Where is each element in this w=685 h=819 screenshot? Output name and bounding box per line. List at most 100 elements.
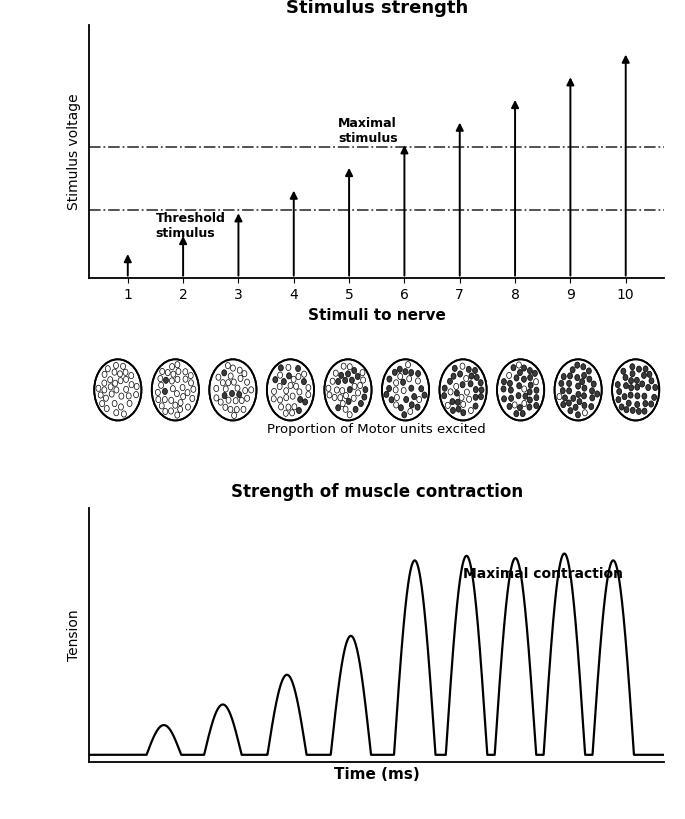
Circle shape bbox=[582, 373, 586, 378]
Circle shape bbox=[527, 404, 532, 410]
Circle shape bbox=[301, 378, 306, 385]
Circle shape bbox=[233, 398, 238, 404]
Circle shape bbox=[516, 392, 521, 399]
Circle shape bbox=[105, 365, 110, 372]
Circle shape bbox=[623, 382, 628, 389]
Circle shape bbox=[303, 399, 308, 405]
Circle shape bbox=[445, 402, 450, 409]
Circle shape bbox=[214, 386, 219, 391]
Circle shape bbox=[615, 382, 620, 387]
Circle shape bbox=[230, 365, 236, 371]
Circle shape bbox=[175, 412, 179, 419]
Circle shape bbox=[389, 396, 394, 403]
Circle shape bbox=[501, 378, 506, 385]
Circle shape bbox=[649, 378, 654, 384]
Title: Strength of muscle contraction: Strength of muscle contraction bbox=[231, 482, 523, 500]
Circle shape bbox=[393, 369, 397, 375]
Circle shape bbox=[447, 378, 452, 384]
Circle shape bbox=[284, 410, 288, 416]
Circle shape bbox=[119, 393, 124, 399]
Circle shape bbox=[642, 393, 647, 400]
Circle shape bbox=[566, 387, 571, 394]
Circle shape bbox=[409, 385, 414, 391]
Circle shape bbox=[127, 400, 132, 406]
Circle shape bbox=[178, 400, 183, 405]
Circle shape bbox=[527, 389, 532, 395]
Circle shape bbox=[155, 389, 160, 396]
Circle shape bbox=[589, 404, 594, 410]
Circle shape bbox=[98, 392, 103, 398]
Circle shape bbox=[121, 363, 125, 369]
Circle shape bbox=[422, 392, 427, 398]
Circle shape bbox=[109, 391, 114, 397]
Circle shape bbox=[643, 366, 648, 372]
Circle shape bbox=[353, 406, 358, 413]
Circle shape bbox=[226, 380, 231, 386]
Circle shape bbox=[223, 405, 228, 410]
Circle shape bbox=[160, 369, 164, 374]
Circle shape bbox=[501, 396, 507, 402]
Circle shape bbox=[237, 391, 242, 398]
Circle shape bbox=[228, 406, 233, 413]
Circle shape bbox=[582, 402, 587, 409]
Circle shape bbox=[460, 382, 465, 388]
Circle shape bbox=[173, 402, 177, 408]
Circle shape bbox=[234, 406, 239, 413]
Circle shape bbox=[635, 384, 640, 390]
Circle shape bbox=[158, 375, 163, 382]
Circle shape bbox=[286, 404, 291, 410]
Circle shape bbox=[406, 362, 410, 368]
Circle shape bbox=[277, 372, 283, 378]
Circle shape bbox=[624, 406, 629, 413]
Circle shape bbox=[454, 390, 460, 396]
Circle shape bbox=[103, 395, 108, 401]
Circle shape bbox=[514, 375, 519, 381]
Circle shape bbox=[164, 378, 169, 383]
Circle shape bbox=[351, 396, 356, 401]
Circle shape bbox=[647, 371, 652, 378]
Circle shape bbox=[237, 367, 242, 373]
Circle shape bbox=[336, 405, 340, 411]
Circle shape bbox=[473, 387, 478, 392]
Circle shape bbox=[296, 373, 301, 379]
Circle shape bbox=[401, 387, 406, 394]
Circle shape bbox=[356, 373, 360, 379]
Circle shape bbox=[162, 396, 167, 403]
Circle shape bbox=[580, 378, 584, 385]
Circle shape bbox=[582, 393, 586, 399]
Circle shape bbox=[358, 382, 362, 389]
X-axis label: Stimuli to nerve: Stimuli to nerve bbox=[308, 308, 446, 323]
Circle shape bbox=[175, 376, 180, 382]
Circle shape bbox=[245, 396, 249, 401]
Circle shape bbox=[561, 401, 566, 408]
Circle shape bbox=[297, 389, 302, 395]
Circle shape bbox=[169, 397, 174, 404]
Ellipse shape bbox=[325, 360, 371, 420]
Circle shape bbox=[277, 397, 282, 403]
Circle shape bbox=[345, 371, 351, 377]
Text: Proportion of Motor units excited: Proportion of Motor units excited bbox=[267, 423, 486, 436]
Circle shape bbox=[112, 369, 117, 375]
Circle shape bbox=[636, 366, 641, 372]
Circle shape bbox=[271, 396, 276, 402]
Circle shape bbox=[629, 378, 634, 384]
Circle shape bbox=[459, 394, 464, 400]
Circle shape bbox=[249, 387, 253, 393]
Circle shape bbox=[403, 396, 409, 403]
Circle shape bbox=[180, 384, 185, 391]
Circle shape bbox=[171, 386, 175, 391]
Circle shape bbox=[175, 391, 179, 396]
Circle shape bbox=[288, 382, 293, 388]
Circle shape bbox=[460, 363, 465, 369]
Circle shape bbox=[188, 380, 194, 386]
Circle shape bbox=[282, 378, 286, 385]
Circle shape bbox=[635, 401, 640, 408]
Circle shape bbox=[330, 378, 335, 384]
Circle shape bbox=[181, 393, 186, 400]
Circle shape bbox=[327, 391, 332, 398]
Circle shape bbox=[286, 373, 291, 379]
Circle shape bbox=[461, 401, 466, 408]
Circle shape bbox=[559, 380, 564, 387]
Circle shape bbox=[214, 395, 219, 401]
Circle shape bbox=[407, 376, 412, 382]
